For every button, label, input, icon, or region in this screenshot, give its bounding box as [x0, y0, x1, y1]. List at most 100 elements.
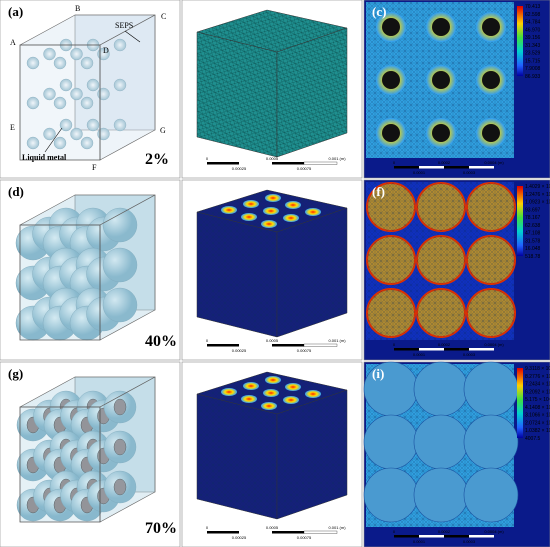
- sphere: [53, 136, 67, 150]
- scale-label: 0.0003: [463, 170, 476, 175]
- particle: [382, 124, 400, 142]
- particle: [413, 414, 469, 470]
- scale-bar-fill: [239, 162, 272, 165]
- sphere: [86, 78, 100, 92]
- hot-spot: [263, 389, 279, 397]
- scale-label: 0.00075: [297, 535, 312, 540]
- colorbar-label: 4007.5: [525, 436, 541, 442]
- particle: [463, 361, 519, 417]
- vertex-label: A: [10, 38, 16, 47]
- colorbar: [517, 186, 523, 256]
- particle: [413, 467, 469, 523]
- scale-label: 0: [206, 525, 209, 530]
- scale-label: 0: [393, 160, 396, 165]
- panel-label: (g): [8, 366, 23, 381]
- scale-bar-fill: [239, 344, 272, 347]
- colorbar-label: 7.2434 × 10⁴: [525, 382, 550, 388]
- colorbar-label: 78.167: [525, 215, 541, 221]
- colorbar-label: 2.0724 × 10⁴: [525, 420, 550, 426]
- panel-label: (h): [190, 366, 206, 381]
- scale-label: 0.00075: [297, 166, 312, 171]
- pointer: [44, 127, 63, 153]
- contact: [113, 478, 127, 496]
- sphere: [59, 78, 73, 92]
- colorbar-label: 518.78: [525, 254, 541, 260]
- mesh-left-lines: [197, 212, 277, 337]
- scale-label: 0: [206, 338, 209, 343]
- hot-spot: [305, 390, 321, 398]
- hot-spot: [283, 396, 299, 404]
- colorbar-label: 9.3118 × 10⁴: [525, 366, 550, 372]
- scale-label: 0.00025: [232, 166, 247, 171]
- hot-spot: [241, 395, 257, 403]
- particle: [432, 71, 450, 89]
- vertex-label: E: [10, 123, 15, 132]
- scale-label: 0.0001: [413, 539, 426, 544]
- scale-bar-fill: [303, 343, 338, 347]
- scale-label: 0.00075: [297, 348, 312, 353]
- sphere: [43, 47, 56, 61]
- scale-label: 0.0005: [266, 338, 279, 343]
- particle: [363, 467, 419, 523]
- scale-label: 0.0003: [463, 539, 476, 544]
- scale-label: 0.0001: [413, 170, 426, 175]
- particle: [482, 18, 500, 36]
- hot-spot: [283, 214, 299, 222]
- scale-label: 0.0001: [413, 352, 426, 357]
- particle-mesh: [417, 236, 465, 284]
- colorbar: [517, 6, 523, 76]
- scale-label: 0.001 (m): [328, 156, 346, 161]
- particle: [432, 18, 450, 36]
- colorbar-label: 54.784: [525, 20, 541, 26]
- scale-label: 0.00025: [232, 348, 247, 353]
- colorbar-label: 62.638: [525, 223, 541, 229]
- scale-label: 0.001 (m): [328, 525, 346, 530]
- colorbar-label: 1.0382 × 10⁴: [525, 428, 550, 434]
- particle: [382, 18, 400, 36]
- sphere: [80, 56, 94, 70]
- scale-label: 0.0002: [438, 529, 451, 534]
- hot-spot: [261, 220, 277, 228]
- scale-label: 0.0005: [266, 525, 279, 530]
- vertex-label: B: [75, 4, 80, 13]
- colorbar-label: 23.529: [525, 51, 541, 57]
- hot-spot: [243, 382, 259, 390]
- particle-mesh: [367, 183, 415, 231]
- pointer: [124, 30, 141, 43]
- scale-label: 0.001 (m): [328, 338, 346, 343]
- particle-mesh: [467, 236, 515, 284]
- sphere: [59, 118, 73, 132]
- sphere: [43, 87, 56, 101]
- scale-label: 0: [393, 529, 396, 534]
- sphere: [70, 47, 83, 61]
- mesh-right-lines: [277, 390, 347, 519]
- sphere: [26, 136, 40, 150]
- cube-front: [19, 406, 101, 523]
- mesh-left-lines: [197, 394, 277, 519]
- scale-label: 0: [206, 156, 209, 161]
- scale-label: 0.0002: [438, 342, 451, 347]
- hot-spot: [265, 376, 281, 384]
- colorbar-label: 1.2476 × 10⁵: [525, 192, 550, 198]
- scale-bar-fill: [303, 161, 338, 165]
- hot-spot: [265, 194, 281, 202]
- sphere: [26, 96, 40, 110]
- colorbar-label: 4.1408 × 10⁴: [525, 405, 550, 411]
- scale-bar-fill: [419, 348, 444, 351]
- sphere: [70, 127, 83, 141]
- hot-spot: [285, 201, 301, 209]
- particle-mesh: [367, 236, 415, 284]
- vertex-label: C: [161, 12, 166, 21]
- panel-label: (b): [190, 4, 206, 19]
- contact: [113, 438, 127, 456]
- colorbar: [517, 368, 523, 438]
- colorbar-label: 8.2776 × 10⁴: [525, 374, 550, 380]
- seps-label: SEPS: [115, 21, 133, 30]
- panel-label: (e): [190, 184, 204, 199]
- colorbar-label: 15.715: [525, 58, 541, 64]
- panel-label: (i): [372, 366, 384, 381]
- particle-mesh: [417, 183, 465, 231]
- sphere: [97, 87, 110, 101]
- colorbar-label: 6.2092 × 10⁴: [525, 389, 550, 395]
